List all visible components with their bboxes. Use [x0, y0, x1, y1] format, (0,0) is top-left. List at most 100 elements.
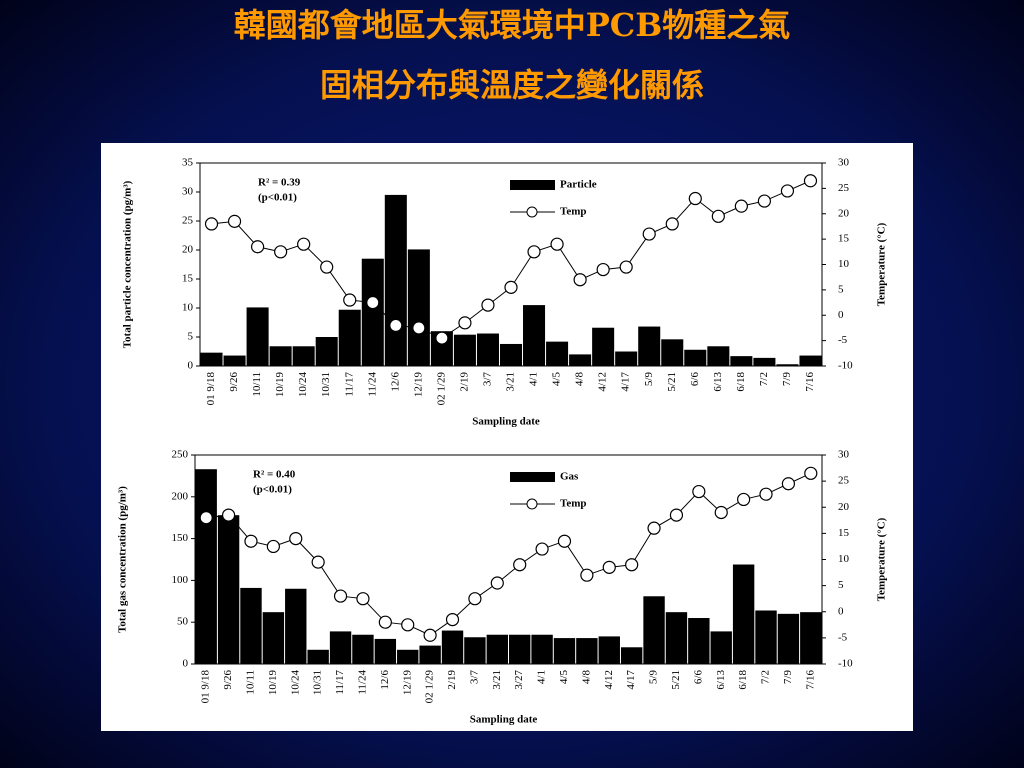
bar: [553, 638, 576, 664]
temp-marker: [311, 555, 325, 569]
x-tick-label: 02 1/29: [435, 372, 447, 406]
bar: [665, 612, 688, 664]
x-tick-label: 6/6: [692, 670, 704, 685]
temp-marker: [343, 293, 357, 307]
legend-swatch: [510, 180, 555, 190]
bar: [800, 612, 822, 664]
bar: [240, 587, 262, 664]
x-tick-label: 01 9/18: [205, 372, 217, 406]
bar: [620, 647, 643, 664]
x-tick-label: 4/12: [597, 372, 609, 392]
temp-marker: [647, 521, 661, 535]
bar: [285, 588, 307, 664]
x-tick-label: 10/31: [312, 670, 324, 695]
x-tick-label: 10/19: [267, 670, 279, 696]
x-tick-label: 4/5: [551, 372, 563, 387]
x-tick-label: 11/24: [356, 670, 368, 695]
y2-tick-label: 30: [838, 449, 850, 461]
x-tick-label: 3/7: [468, 670, 480, 685]
temp-marker: [378, 615, 392, 629]
x-tick-label: 3/21: [491, 670, 503, 690]
temp-marker: [737, 492, 751, 507]
bar: [710, 631, 732, 664]
x-tick-label: 7/16: [804, 372, 816, 392]
bar: [315, 337, 338, 366]
x-tick-label: 3/7: [481, 372, 493, 387]
temp-marker: [596, 262, 610, 277]
temp-marker: [266, 539, 280, 554]
bar: [576, 638, 598, 664]
bar: [569, 354, 592, 366]
bar: [338, 309, 361, 366]
y-tick-label: 5: [188, 331, 194, 343]
temp-marker: [458, 316, 472, 330]
temp-marker: [714, 505, 728, 520]
y-tick-label: 0: [188, 360, 194, 372]
y-tick-label: 200: [172, 490, 189, 502]
y2-tick-label: 30: [838, 157, 850, 169]
bar: [661, 339, 684, 366]
y-axis-title: Total particle concentration (pg/m³): [122, 180, 134, 348]
bar: [307, 649, 329, 664]
temp-marker: [535, 542, 549, 556]
y2-tick-label: 15: [838, 233, 850, 245]
x-tick-label: 01 9/18: [200, 670, 212, 704]
bar: [546, 341, 569, 366]
temp-marker: [481, 298, 495, 312]
temp-marker: [513, 558, 527, 572]
temp-marker: [734, 199, 748, 213]
bar: [523, 305, 546, 366]
y-tick-label: 15: [182, 273, 194, 285]
x-tick-label: 3/21: [505, 372, 517, 392]
temp-marker: [580, 568, 594, 582]
y-tick-label: 35: [182, 157, 194, 169]
temp-marker: [625, 558, 639, 572]
x-tick-label: 02 1/29: [424, 670, 436, 704]
legend-label: Gas: [560, 471, 579, 483]
x-tick-label: 11/17: [334, 670, 346, 695]
bar: [246, 307, 269, 366]
temp-marker: [669, 508, 684, 522]
y-axis-title: Total gas concentration (pg/m³): [117, 486, 129, 633]
x-tick-label: 12/6: [389, 372, 401, 392]
x-tick-label: 4/5: [558, 670, 570, 685]
temp-marker: [412, 321, 426, 335]
temp-marker: [504, 280, 518, 294]
annotation: (p<0.01): [258, 192, 297, 204]
legend-label: Temp: [560, 498, 587, 510]
bar: [329, 631, 352, 664]
temp-marker: [445, 612, 460, 627]
annotation: (p<0.01): [253, 484, 292, 496]
bar: [753, 357, 776, 366]
temp-marker: [221, 508, 236, 522]
x-tick-label: 4/1: [536, 670, 548, 684]
bar: [499, 343, 523, 366]
bar: [384, 194, 407, 366]
bar: [777, 613, 800, 664]
x-tick-label: 4/8: [580, 670, 592, 685]
temp-marker: [781, 477, 796, 491]
y2-tick-label: -10: [838, 360, 853, 372]
y2-tick-label: 0: [838, 309, 844, 321]
temp-line: [206, 472, 812, 636]
y2-axis-title: Temperature (°C): [876, 517, 888, 601]
x-tick-label: 4/8: [574, 372, 586, 387]
temp-marker: [557, 534, 572, 548]
x-tick-label: 6/18: [735, 372, 747, 392]
x-tick-label: 6/6: [689, 372, 701, 387]
temp-marker: [389, 318, 403, 332]
x-tick-label: 10/31: [320, 372, 332, 397]
y2-tick-label: -5: [838, 631, 848, 643]
bar: [732, 564, 755, 664]
temp-marker: [423, 628, 437, 642]
x-tick-label: 6/18: [737, 670, 749, 690]
y-tick-label: 25: [182, 215, 194, 227]
y2-tick-label: 20: [838, 207, 850, 219]
x-tick-label: 7/16: [804, 670, 816, 690]
x-tick-label: 6/13: [712, 372, 724, 392]
temp-marker: [356, 592, 370, 606]
x-tick-label: 10/24: [289, 670, 301, 696]
temp-marker: [780, 184, 795, 198]
x-tick-label: 2/19: [446, 670, 458, 690]
